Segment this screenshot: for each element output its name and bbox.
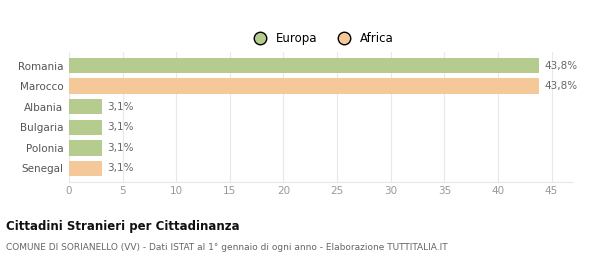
Bar <box>69 58 539 73</box>
Text: 3,1%: 3,1% <box>107 122 134 132</box>
Text: 43,8%: 43,8% <box>544 81 577 91</box>
Text: 43,8%: 43,8% <box>544 61 577 71</box>
Text: Cittadini Stranieri per Cittadinanza: Cittadini Stranieri per Cittadinanza <box>6 220 239 233</box>
Text: 3,1%: 3,1% <box>107 143 134 153</box>
Text: 3,1%: 3,1% <box>107 102 134 112</box>
Bar <box>69 79 539 94</box>
Bar <box>69 161 102 176</box>
Bar <box>69 120 102 135</box>
Text: 3,1%: 3,1% <box>107 163 134 173</box>
Bar <box>69 140 102 155</box>
Legend: Europa, Africa: Europa, Africa <box>248 32 394 45</box>
Bar <box>69 99 102 114</box>
Text: COMUNE DI SORIANELLO (VV) - Dati ISTAT al 1° gennaio di ogni anno - Elaborazione: COMUNE DI SORIANELLO (VV) - Dati ISTAT a… <box>6 243 448 252</box>
